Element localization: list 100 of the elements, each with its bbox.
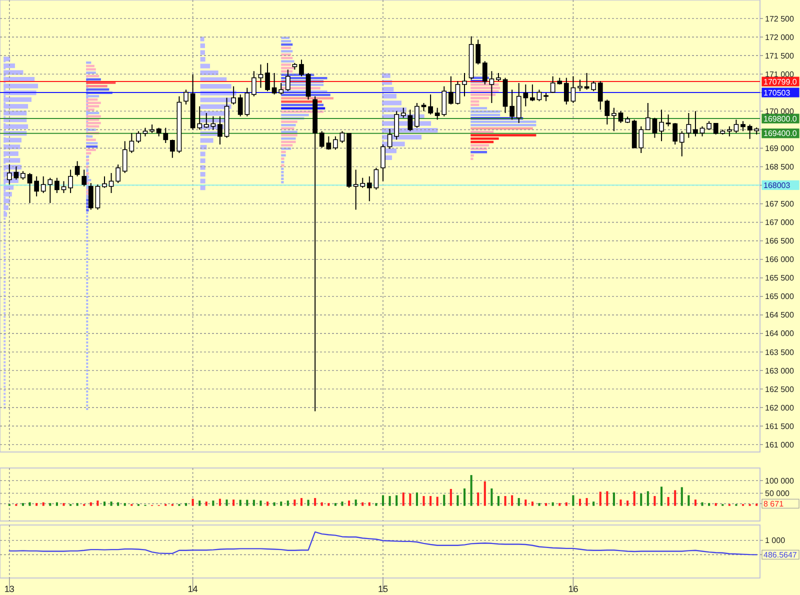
bar	[86, 85, 108, 88]
bar	[362, 502, 364, 506]
x-tick-label: 16	[568, 584, 578, 594]
bar	[300, 498, 303, 506]
bar	[281, 144, 293, 146]
candlestick	[591, 80, 596, 92]
y-tick-label: 169 000	[765, 144, 794, 153]
candlestick	[374, 167, 379, 190]
bar	[558, 503, 561, 506]
bar	[281, 170, 284, 174]
candlestick	[380, 144, 386, 182]
ref-line-label: 170503	[764, 88, 791, 98]
bar	[470, 148, 488, 150]
bar	[660, 486, 663, 506]
bar	[463, 488, 466, 506]
bar	[470, 154, 474, 157]
candlestick	[333, 136, 338, 150]
bar	[450, 488, 452, 506]
candlestick	[306, 72, 311, 100]
bar	[314, 498, 316, 506]
bar	[552, 502, 554, 506]
bar	[200, 158, 206, 164]
x-tick-label: 13	[4, 584, 14, 594]
candlestick	[34, 176, 40, 197]
bar	[382, 86, 394, 92]
y-tick-label: 163 500	[765, 348, 794, 357]
candlestick	[299, 59, 304, 77]
bar	[200, 56, 206, 62]
bar	[592, 502, 595, 506]
bar	[281, 60, 294, 62]
bar	[232, 500, 235, 506]
bar	[86, 105, 100, 108]
candlestick	[184, 89, 188, 105]
bar	[184, 503, 188, 506]
candlestick	[510, 89, 514, 120]
y-tick-label: 166 500	[765, 236, 794, 246]
bar	[36, 503, 38, 506]
bar	[470, 130, 494, 134]
bar	[531, 502, 534, 506]
bar	[86, 115, 101, 118]
bar	[96, 500, 99, 506]
bar	[708, 503, 710, 506]
y-tick-label: 163 000	[765, 366, 794, 376]
bar	[200, 172, 206, 177]
bar	[22, 503, 24, 506]
bar	[281, 140, 296, 144]
bar	[86, 68, 96, 70]
bar	[402, 492, 404, 506]
bar	[226, 500, 228, 506]
bar	[470, 144, 489, 147]
bar	[694, 500, 696, 506]
candlestick	[74, 160, 80, 177]
y-tick-label: 172 000	[765, 32, 794, 42]
candlestick	[108, 172, 114, 194]
bar	[688, 495, 690, 506]
bar	[470, 134, 536, 136]
bar	[470, 475, 472, 506]
bar	[626, 500, 629, 506]
bar	[470, 104, 480, 106]
y-tick-label: 167 500	[765, 200, 794, 209]
ref-line-label: 168003	[764, 180, 791, 190]
bar	[281, 160, 284, 164]
bar	[470, 94, 496, 96]
candlestick	[570, 76, 576, 104]
candlestick	[136, 130, 141, 144]
y-tick-label: 167 000	[765, 218, 794, 228]
x-tick-label: 15	[378, 584, 388, 594]
candlestick	[265, 62, 270, 92]
candlestick	[726, 126, 732, 137]
candlestick	[312, 96, 318, 412]
bar	[200, 152, 206, 156]
bar	[538, 503, 540, 506]
candlestick	[258, 64, 264, 88]
bar	[212, 500, 214, 506]
y-tick-label: 1 000	[765, 536, 786, 546]
candlestick	[6, 164, 12, 186]
bar	[470, 124, 536, 126]
candlestick	[285, 69, 290, 92]
candlestick	[414, 102, 420, 128]
bar	[286, 500, 289, 506]
bar	[667, 497, 670, 506]
bar	[281, 124, 296, 126]
candlestick	[218, 116, 222, 145]
bar	[86, 72, 96, 74]
bar	[416, 492, 418, 506]
bar	[382, 100, 402, 106]
bar	[281, 120, 298, 123]
candlestick	[536, 89, 542, 102]
bar	[599, 492, 602, 506]
bar	[436, 496, 438, 506]
bar	[470, 158, 474, 160]
y-tick-label: 8 671	[764, 499, 784, 508]
candlestick	[645, 102, 650, 130]
bar	[354, 500, 357, 506]
bar	[200, 178, 206, 184]
bar	[484, 481, 486, 506]
bar	[281, 147, 292, 150]
candlestick	[340, 130, 345, 144]
bar	[281, 181, 284, 184]
bar	[497, 496, 500, 506]
